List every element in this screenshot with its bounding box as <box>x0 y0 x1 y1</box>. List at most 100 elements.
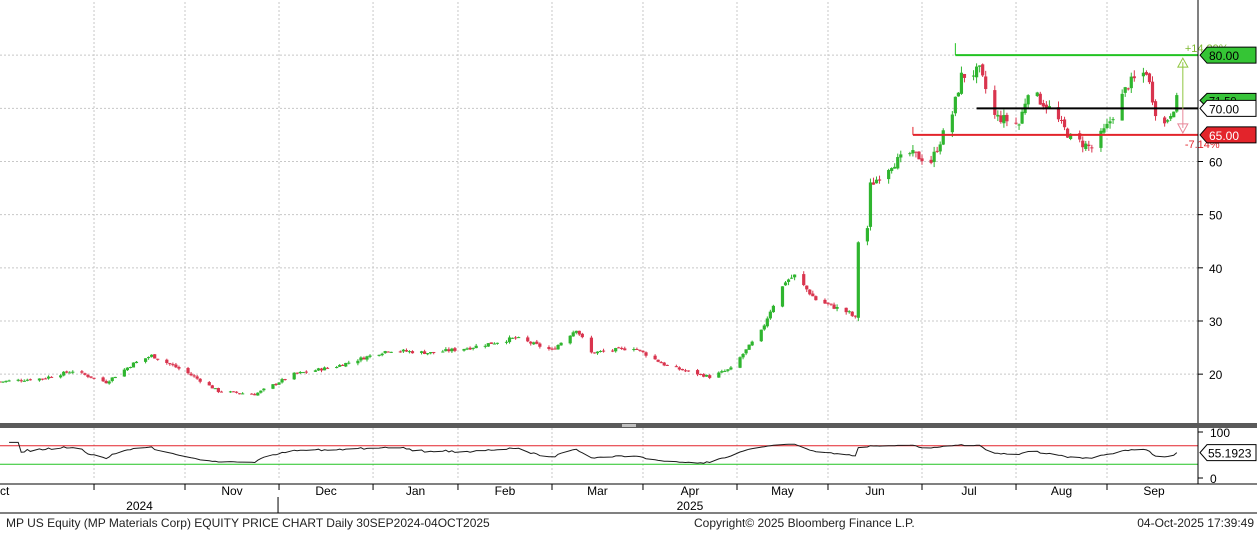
candle-down <box>1144 72 1149 75</box>
x-year-label: 2024 <box>126 499 153 513</box>
candle-down <box>0 381 2 383</box>
candle-down <box>104 380 108 384</box>
candle-up <box>16 379 20 381</box>
candle-down <box>538 343 542 347</box>
candle-down <box>623 348 627 351</box>
candle-down <box>468 347 472 350</box>
candle-up <box>241 393 245 395</box>
candle-down <box>319 368 324 371</box>
candle-down <box>210 385 214 389</box>
candle-up <box>890 168 894 171</box>
candle-down <box>844 307 848 313</box>
candle-up <box>532 342 536 345</box>
candle-up <box>747 344 751 350</box>
candle-up <box>262 388 266 391</box>
candle-up <box>793 274 797 278</box>
candle-up <box>950 114 954 133</box>
candle-down <box>805 285 809 290</box>
candle-up <box>380 353 384 356</box>
candle-up <box>908 153 912 155</box>
candle-up <box>847 311 851 313</box>
candle-down <box>832 304 836 309</box>
x-tick-label: Dec <box>315 484 336 498</box>
candle-down <box>1150 81 1155 103</box>
candle-up <box>301 372 305 374</box>
candle-down <box>702 374 706 377</box>
candle-down <box>984 76 988 90</box>
candle-down <box>993 90 997 115</box>
candle-up <box>1108 121 1112 124</box>
y-tick-label: 40 <box>1209 262 1223 276</box>
candle-up <box>574 330 578 333</box>
candle-up <box>750 341 754 346</box>
candle-up <box>110 377 114 382</box>
candle-down <box>231 391 236 393</box>
candle-down <box>1014 122 1018 124</box>
candle-up <box>1017 124 1021 126</box>
candle-down <box>917 151 921 160</box>
candle-down <box>80 371 84 373</box>
candle-up <box>68 372 72 374</box>
candle-up <box>25 379 29 381</box>
candle-up <box>62 371 66 376</box>
candle-up <box>292 372 296 380</box>
candle-up <box>1069 133 1073 140</box>
candle-up <box>556 345 560 350</box>
candle-down <box>929 159 933 163</box>
y-tick-label: 30 <box>1209 315 1223 329</box>
candle-down <box>1056 107 1061 120</box>
axes: 71.5080.0070.0065.002030405060010055.192… <box>0 0 1257 514</box>
candle-down <box>914 151 918 153</box>
candle-down <box>999 115 1003 123</box>
candle-up <box>717 372 721 378</box>
candle-up <box>723 370 727 372</box>
candle-down <box>853 315 857 317</box>
candle-down <box>617 347 621 349</box>
candle-up <box>150 354 154 357</box>
candle-down <box>89 376 93 378</box>
candle-up <box>1169 115 1173 119</box>
rsi-tick-label: 100 <box>1210 426 1230 440</box>
candle-up <box>783 282 788 286</box>
candle-down <box>156 358 160 360</box>
rsi-tick-label: 0 <box>1210 472 1217 486</box>
candle-down <box>513 337 518 339</box>
rsi-line <box>9 441 1178 464</box>
candle-down <box>808 289 812 295</box>
candle-down <box>1163 117 1167 124</box>
candle-up <box>771 305 775 313</box>
candle-up <box>465 348 469 350</box>
candle-up <box>1141 72 1146 77</box>
candle-up <box>426 353 430 355</box>
candle-down <box>341 364 345 366</box>
candle-down <box>192 375 196 377</box>
candle-up <box>107 381 111 384</box>
candle-up <box>762 325 766 330</box>
candle-up <box>932 151 936 163</box>
candle-down <box>234 391 239 393</box>
candle-up <box>1084 143 1088 150</box>
candle-up <box>474 345 478 349</box>
candle-down <box>398 351 402 353</box>
candle-down <box>577 330 581 335</box>
candle-down <box>680 368 685 371</box>
y-tick-label: 50 <box>1209 209 1223 223</box>
candle-down <box>811 293 815 297</box>
stop-price-tag: 65.00 <box>1209 129 1239 143</box>
candle-up <box>1020 111 1024 124</box>
candle-up <box>744 349 748 354</box>
candle-down <box>165 359 169 363</box>
candle-up <box>887 170 891 180</box>
candle-up <box>941 130 945 145</box>
candle-up <box>874 179 879 184</box>
candle-down <box>814 296 818 301</box>
candle-down <box>274 383 278 385</box>
rsi-grid <box>93 428 1108 480</box>
candle-up <box>492 343 496 345</box>
candle-up <box>786 279 791 282</box>
candle-down <box>43 378 48 380</box>
candle-up <box>896 157 900 169</box>
candle-up <box>768 311 772 319</box>
candle-up <box>956 92 960 97</box>
candle-down <box>611 350 615 352</box>
